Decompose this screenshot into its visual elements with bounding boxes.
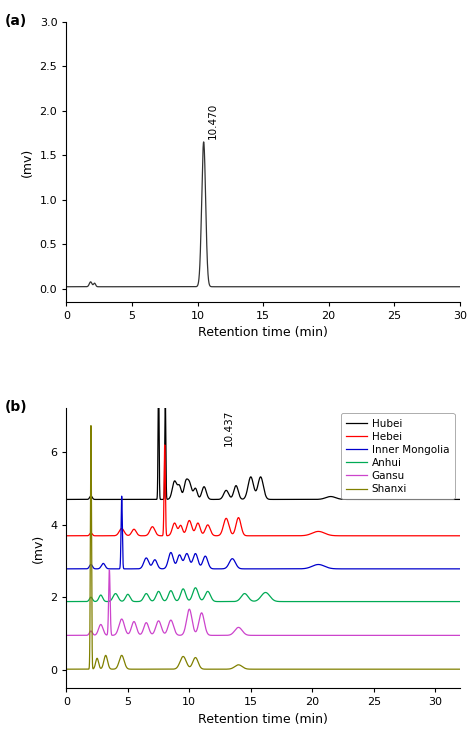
Gansu <box>111 631 117 640</box>
Hubei <box>125 495 130 504</box>
Inner Mongolia <box>110 564 116 573</box>
Hebei <box>457 531 463 540</box>
Hebei <box>374 531 379 540</box>
Text: (b): (b) <box>4 400 27 414</box>
Hubei <box>156 368 162 377</box>
Hubei <box>165 495 171 504</box>
Anhui <box>457 597 463 606</box>
Inner Mongolia <box>165 556 171 565</box>
Anhui <box>99 591 104 600</box>
Anhui <box>125 590 130 599</box>
Gansu <box>457 631 463 640</box>
Anhui <box>165 592 171 601</box>
Shanxi <box>165 665 171 673</box>
Inner Mongolia <box>169 550 175 559</box>
Hubei <box>457 495 463 504</box>
Shanxi <box>64 665 69 673</box>
Inner Mongolia <box>125 564 130 573</box>
Gansu <box>169 617 175 626</box>
Shanxi <box>457 665 463 673</box>
Hebei <box>110 531 116 540</box>
Shanxi <box>169 665 175 673</box>
Inner Mongolia <box>119 492 125 501</box>
Anhui <box>192 583 198 592</box>
Hubei <box>169 486 175 495</box>
Text: (a): (a) <box>5 14 27 28</box>
Inner Mongolia <box>99 561 104 569</box>
Line: Anhui: Anhui <box>66 588 460 602</box>
Legend: Hubei, Hebei, Inner Mongolia, Anhui, Gansu, Shanxi: Hubei, Hebei, Inner Mongolia, Anhui, Gan… <box>341 414 455 499</box>
Hebei <box>64 531 69 540</box>
Inner Mongolia <box>457 564 463 573</box>
Shanxi <box>111 665 117 673</box>
Gansu <box>64 631 69 640</box>
Shanxi <box>374 665 379 673</box>
Hubei <box>64 495 69 504</box>
Line: Gansu: Gansu <box>66 570 460 635</box>
X-axis label: Retention time (min): Retention time (min) <box>198 713 328 725</box>
Gansu <box>107 566 112 575</box>
Text: 10.437: 10.437 <box>224 410 234 447</box>
Y-axis label: (mv): (mv) <box>32 534 45 563</box>
Line: Hubei: Hubei <box>66 373 460 499</box>
Y-axis label: (mv): (mv) <box>21 147 34 176</box>
Anhui <box>64 597 69 606</box>
Gansu <box>374 631 379 640</box>
Line: Inner Mongolia: Inner Mongolia <box>66 496 460 569</box>
Inner Mongolia <box>374 564 379 573</box>
Shanxi <box>88 421 94 430</box>
Text: 10.470: 10.470 <box>208 103 218 139</box>
Hebei <box>169 525 175 534</box>
Gansu <box>165 623 171 632</box>
Hubei <box>374 495 379 504</box>
Hubei <box>99 495 104 504</box>
Gansu <box>99 621 104 630</box>
Line: Shanxi: Shanxi <box>66 425 460 669</box>
Shanxi <box>125 664 130 673</box>
Hebei <box>125 531 130 539</box>
Inner Mongolia <box>64 564 69 573</box>
Gansu <box>125 629 130 638</box>
Line: Hebei: Hebei <box>66 445 460 536</box>
Anhui <box>374 597 379 606</box>
Hebei <box>165 531 171 540</box>
Anhui <box>169 587 175 596</box>
Shanxi <box>99 663 104 672</box>
Anhui <box>110 591 116 600</box>
Hebei <box>99 531 104 540</box>
X-axis label: Retention time (min): Retention time (min) <box>198 326 328 340</box>
Hubei <box>110 495 116 504</box>
Hebei <box>162 441 168 449</box>
